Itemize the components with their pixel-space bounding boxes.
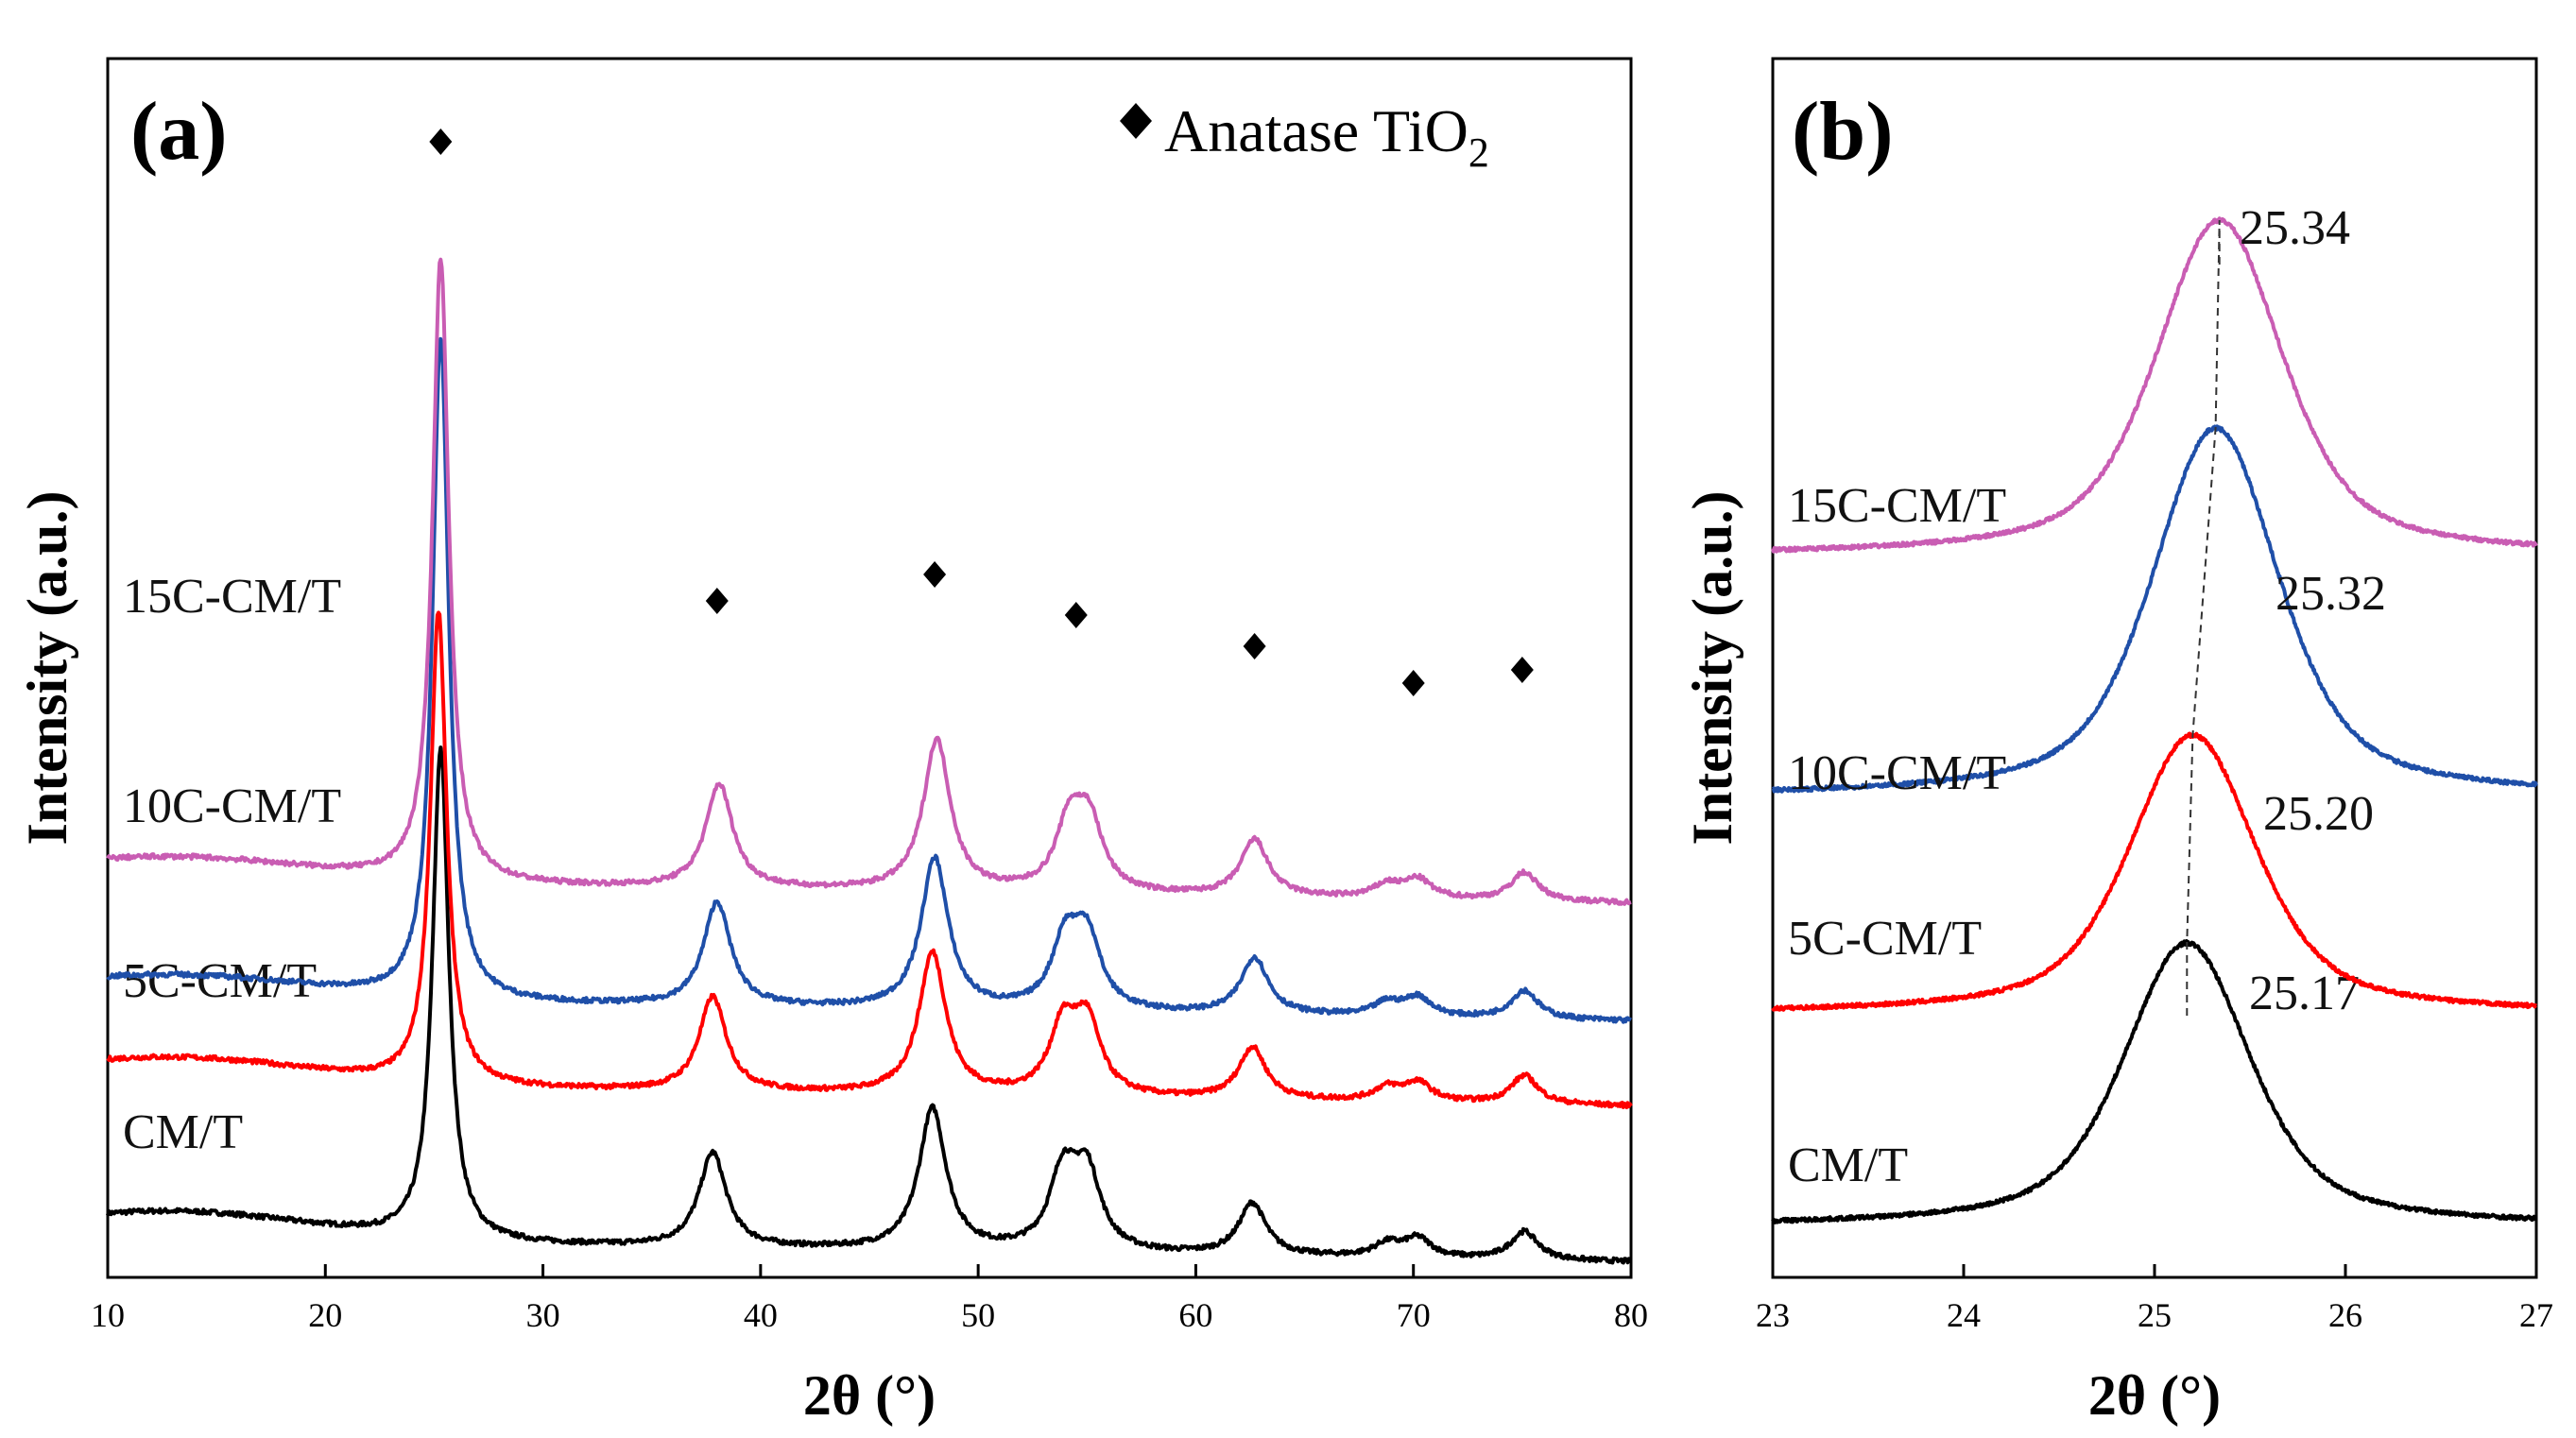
anatase-diamond-icon <box>1243 633 1266 659</box>
panel-b-x-tick-label: 23 <box>1756 1296 1790 1334</box>
panel-b-frame <box>1771 57 2538 1279</box>
panel-a-line-15c-cm-t <box>106 257 1632 906</box>
anatase-diamond-icon <box>705 588 729 614</box>
panel-a-x-axis-title: 2θ (°) <box>803 1364 936 1427</box>
panel-b-x-tick-label: 25 <box>2138 1296 2172 1334</box>
panel-a-x-tick-label: 80 <box>1614 1296 1648 1334</box>
panel-b-x-ticks: 23 24 25 26 27 <box>1756 1264 2553 1334</box>
panel-b-series-label: CM/T <box>1788 1138 1908 1192</box>
legend-diamond-icon <box>1120 103 1152 139</box>
panel-b-peak-position-label: 25.32 <box>2275 567 2386 621</box>
panel-b-line-10c-cm-t <box>1771 424 2538 794</box>
panel-a-x-tick-label: 10 <box>91 1296 125 1334</box>
panel-a-x-ticks: 10 20 30 40 50 60 70 80 <box>91 1264 1648 1334</box>
panel-b-x-tick-label: 26 <box>2328 1296 2362 1334</box>
anatase-diamond-icon <box>923 561 947 588</box>
panel-b-line-5c-cm-t <box>1771 731 2538 1012</box>
panel-a-series-label: 15C-CM/T <box>123 570 341 624</box>
panel-b-peak-shift-guide <box>2186 219 2221 1016</box>
anatase-diamond-icon <box>1401 670 1425 696</box>
panel-a-y-axis-title: Intensity (a.u.) <box>16 490 78 845</box>
panel-b-y-axis-title: Intensity (a.u.) <box>1681 490 1743 845</box>
panel-b-series-label: 10C-CM/T <box>1788 746 2006 800</box>
panel-a-anatase-markers <box>429 128 1534 696</box>
panel-a-line-10c-cm-t <box>106 336 1633 1024</box>
panel-b: CM/T25.175C-CM/T25.2010C-CM/T25.3215C-CM… <box>1681 57 2553 1427</box>
panel-a-x-tick-label: 30 <box>526 1296 560 1334</box>
panel-b-line-15c-cm-t <box>1771 216 2538 554</box>
panel-b-peak-position-label: 25.34 <box>2240 201 2350 255</box>
panel-a-label: (a) <box>130 86 228 178</box>
anatase-diamond-icon <box>1064 602 1088 628</box>
panel-b-line-cm-t <box>1771 939 2538 1224</box>
panel-a-line-5c-cm-t <box>106 610 1633 1109</box>
anatase-diamond-icon <box>429 128 453 155</box>
panel-b-label: (b) <box>1792 86 1894 178</box>
panel-a-series-label: 10C-CM/T <box>123 779 341 833</box>
panel-a-x-tick-label: 50 <box>961 1296 995 1334</box>
panel-a-x-tick-label: 40 <box>744 1296 778 1334</box>
panel-a-series-label: CM/T <box>123 1105 243 1159</box>
legend-label: Anatase TiO2 <box>1164 97 1489 176</box>
panel-b-series-label: 15C-CM/T <box>1788 479 2006 533</box>
panel-b-series-label: 5C-CM/T <box>1788 912 1982 966</box>
panel-b-peak-position-label: 25.20 <box>2263 787 2374 841</box>
legend: Anatase TiO2 <box>1120 97 1489 176</box>
panel-a-line-cm-t <box>106 745 1632 1265</box>
panel-a-x-tick-label: 60 <box>1178 1296 1212 1334</box>
panel-b-x-tick-label: 27 <box>2519 1296 2553 1334</box>
panel-b-x-axis-title: 2θ (°) <box>2088 1364 2221 1427</box>
panel-b-x-tick-label: 24 <box>1947 1296 1981 1334</box>
panel-a-frame <box>106 57 1633 1279</box>
panel-b-series-group: CM/T25.175C-CM/T25.2010C-CM/T25.3215C-CM… <box>1771 201 2538 1224</box>
panel-a-x-tick-label: 20 <box>308 1296 342 1334</box>
anatase-diamond-icon <box>1510 657 1534 683</box>
panel-a-x-tick-label: 70 <box>1397 1296 1431 1334</box>
